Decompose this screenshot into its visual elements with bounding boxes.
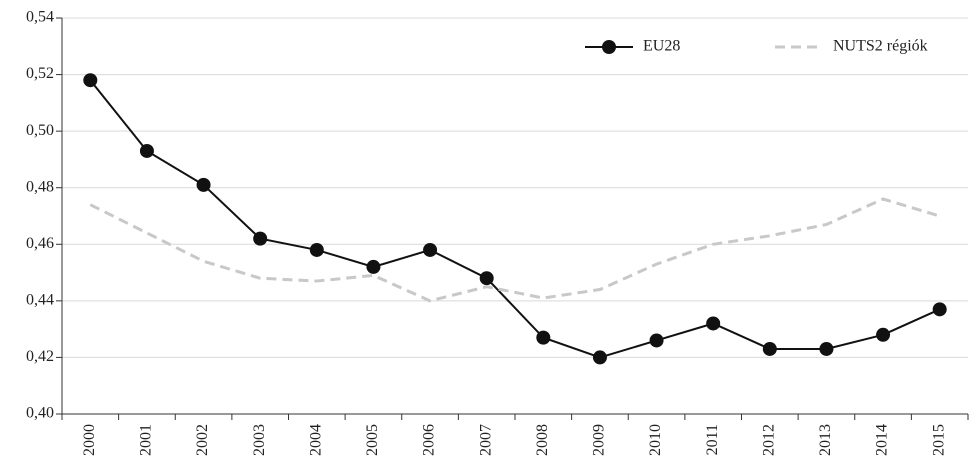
y-tick-label: 0,48 [26,178,54,195]
point [253,231,268,246]
point [932,302,947,317]
y-tick-label: 0,44 [26,292,54,309]
x-tick-label: 2009 [591,424,608,456]
x-tick-label: 2013 [817,424,834,456]
point [706,316,721,331]
point [83,73,98,88]
x-tick-label: 2000 [81,424,98,456]
point [423,242,438,257]
point [876,327,891,342]
point [366,259,381,274]
point [592,350,607,365]
x-tick-label: 2008 [534,424,551,456]
point [649,333,664,348]
x-tick-label: 2014 [874,424,891,456]
point [139,143,154,158]
point [309,242,324,257]
x-tick-label: 2003 [251,424,268,456]
y-tick-label: 0,46 [26,235,54,252]
x-tick-label: 2007 [477,424,494,456]
legend-label: EU28 [643,38,680,55]
y-tick-label: 0,40 [26,405,54,422]
x-tick-label: 2001 [138,424,155,456]
x-tick-label: 2010 [647,424,664,456]
point [819,341,834,356]
x-tick-label: 2006 [421,424,438,456]
y-tick-label: 0,42 [26,348,54,365]
x-tick-label: 2011 [704,424,721,455]
y-tick-label: 0,52 [26,65,54,82]
point [196,177,211,192]
x-tick-label: 2002 [194,424,211,456]
series-line [89,79,941,359]
legend-marker [602,40,616,54]
y-tick-label: 0,50 [26,122,54,139]
point [762,341,777,356]
legend-label: NUTS2 régiók [833,38,928,55]
x-tick-label: 2015 [930,424,947,456]
x-tick-label: 2004 [307,424,324,456]
x-tick-label: 2012 [760,424,777,456]
point [536,330,551,345]
point [479,271,494,286]
x-tick-label: 2005 [364,424,381,456]
series-line [89,197,941,303]
y-tick-label: 0,54 [26,9,54,26]
